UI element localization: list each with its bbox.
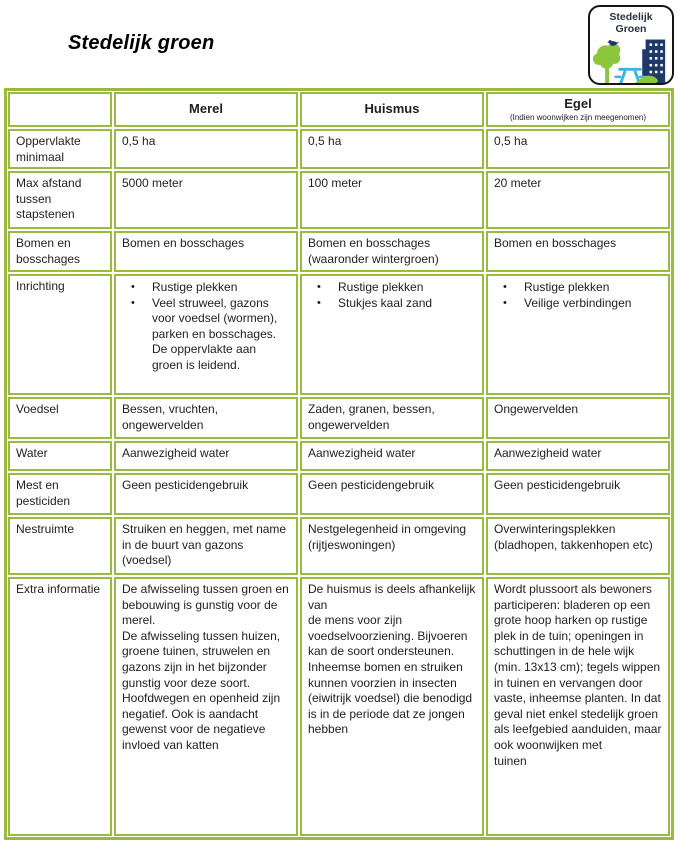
logo-illustration	[592, 39, 668, 83]
cell-text: Aanwezigheid water	[308, 446, 416, 460]
row-label-cell: Water	[8, 441, 112, 471]
bullet-text: Rustige plekken	[338, 280, 424, 294]
cell-text: Overwinteringsplekken (bladhopen, takken…	[494, 522, 653, 552]
bullet-text: Stukjes kaal zand	[338, 295, 433, 310]
logo-title-line2: Groen	[615, 23, 647, 36]
data-cell: Bomen en bosschages (waaronder wintergro…	[300, 231, 484, 272]
bullet-dot-icon: •	[503, 296, 507, 309]
data-cell: De huismus is deels afhankelijk van de m…	[300, 577, 484, 836]
header-cell-merel: Merel	[114, 92, 298, 127]
cell-text: Aanwezigheid water	[122, 446, 230, 460]
bullet-text: Rustige plekken	[152, 280, 238, 294]
data-cell: Aanwezigheid water	[114, 441, 298, 471]
data-cell: • Rustige plekken • Veel struweel, gazons v…	[114, 274, 298, 395]
data-cell: Geen pesticidengebruik	[114, 473, 298, 515]
bullet-list: • Rustige plekken • Stukjes kaal zand	[308, 280, 476, 311]
cell-text: 0,5 ha	[122, 134, 156, 148]
tree-icon	[592, 43, 621, 83]
stedelijk-groen-logo: Stedelijk Groen	[588, 5, 674, 85]
row-label-cell: Bomen en bosschages	[8, 231, 112, 272]
bullet-text: Veilige verbindingen	[524, 295, 632, 310]
cell-text: Geen pesticidengebruik	[308, 478, 435, 492]
cell-text: 100 meter	[308, 176, 363, 190]
row-label-cell: Nestruimte	[8, 517, 112, 575]
bullet-dot-icon: •	[131, 281, 135, 293]
cell-text: De afwisseling tussen groen en bebouwing…	[122, 582, 289, 752]
bush-icon	[635, 75, 659, 83]
cell-text: 20 meter	[494, 176, 542, 190]
bullet-dot-icon: •	[317, 296, 321, 309]
cell-text: Geen pesticidengebruik	[494, 478, 621, 492]
cell-text: 0,5 ha	[308, 134, 342, 148]
cell-text: Bomen en bosschages	[494, 236, 617, 250]
data-cell: Struiken en heggen, met name in de buurt…	[114, 517, 298, 575]
page-title: Stedelijk groen	[68, 32, 215, 54]
data-cell: 0,5 ha	[114, 129, 298, 169]
data-cell: • Rustige plekken • Veilige verbindingen	[486, 274, 670, 395]
logo-title-line1: Stedelijk	[609, 11, 653, 23]
bullet-list: • Rustige plekken • Veilige verbindingen	[494, 280, 662, 311]
data-cell: De afwisseling tussen groen en bebouwing…	[114, 577, 298, 836]
cell-text: 5000 meter	[122, 176, 183, 190]
data-cell: 0,5 ha	[300, 129, 484, 169]
bullet-dot-icon: •	[503, 281, 507, 293]
bullet-item: • Rustige plekken	[494, 280, 662, 296]
cell-text: Bessen, vruchten, ongewervelden	[122, 402, 219, 432]
bullet-item: • Veilige verbindingen	[494, 296, 662, 312]
data-cell: Bomen en bosschages	[114, 231, 298, 272]
cell-text: Bomen en bosschages (waaronder wintergro…	[308, 236, 439, 266]
data-cell: Nestgelegenheid in omgeving (rijtjeswoni…	[300, 517, 484, 575]
bullet-text: Rustige plekken	[524, 280, 610, 294]
bullet-dot-icon: •	[317, 281, 321, 293]
logo-title: Stedelijk Groen	[590, 11, 672, 35]
cell-text: Zaden, granen, bessen, ongewervelden	[308, 402, 435, 432]
bird-icon	[607, 40, 620, 46]
data-cell: 0,5 ha	[486, 129, 670, 169]
bullet-text: Veel struweel, gazons voor voedsel (worm…	[152, 295, 278, 372]
data-cell: 5000 meter	[114, 171, 298, 229]
row-label-cell: Voedsel	[8, 397, 112, 439]
row-label-cell: Inrichting	[8, 274, 112, 395]
data-cell: Overwinteringsplekken (bladhopen, takken…	[486, 517, 670, 575]
cell-text: Geen pesticidengebruik	[122, 478, 249, 492]
cell-text: Struiken en heggen, met name in de buurt…	[122, 522, 287, 568]
data-cell: Bessen, vruchten, ongewervelden	[114, 397, 298, 439]
data-cell: Aanwezigheid water	[300, 441, 484, 471]
building-icon	[642, 39, 666, 83]
data-cell: 100 meter	[300, 171, 484, 229]
bullet-item: • Rustige plekken	[308, 280, 476, 296]
row-label-cell: Extra informatie	[8, 577, 112, 836]
data-cell: Geen pesticidengebruik	[300, 473, 484, 515]
data-cell: • Rustige plekken • Stukjes kaal zand	[300, 274, 484, 395]
cell-text: Nestgelegenheid in omgeving (rijtjeswoni…	[308, 522, 467, 552]
header-egel-title: Egel	[564, 96, 592, 112]
row-label-cell: Max afstand tussen stapstenen	[8, 171, 112, 229]
header-cell-huismus: Huismus	[300, 92, 484, 127]
data-cell: Ongewervelden	[486, 397, 670, 439]
bullet-list: • Rustige plekken • Veel struweel, gazons v…	[122, 280, 290, 374]
data-cell: 20 meter	[486, 171, 670, 229]
cell-text: Wordt plussoort als bewoners participere…	[494, 582, 662, 768]
data-cell: Wordt plussoort als bewoners participere…	[486, 577, 670, 836]
bullet-dot-icon: •	[131, 296, 135, 309]
cell-text: Aanwezigheid water	[494, 446, 602, 460]
header-egel-subtitle: (Indien woonwijken zijn meegenomen)	[509, 113, 647, 123]
row-label-cell: Mest en pesticiden	[8, 473, 112, 515]
header-cell-empty	[8, 92, 112, 127]
data-cell: Bomen en bosschages	[486, 231, 670, 272]
header-cell-egel: Egel (Indien woonwijken zijn meegenomen)	[486, 92, 670, 127]
bullet-item: • Stukjes kaal zand	[308, 296, 476, 312]
cell-text: De huismus is deels afhankelijk van de m…	[308, 582, 476, 737]
cell-text: 0,5 ha	[494, 134, 528, 148]
cell-text: Ongewervelden	[494, 402, 579, 416]
data-cell: Aanwezigheid water	[486, 441, 670, 471]
data-cell: Zaden, granen, bessen, ongewervelden	[300, 397, 484, 439]
cell-text: Bomen en bosschages	[122, 236, 245, 250]
bullet-item: • Veel struweel, gazons voor voedsel (wor…	[122, 296, 290, 374]
bullet-item: • Rustige plekken	[122, 280, 290, 296]
row-label-cell: Oppervlakte minimaal	[8, 129, 112, 169]
species-table: Merel Huismus Egel (Indien woonwijken zi…	[4, 88, 674, 840]
data-cell: Geen pesticidengebruik	[486, 473, 670, 515]
